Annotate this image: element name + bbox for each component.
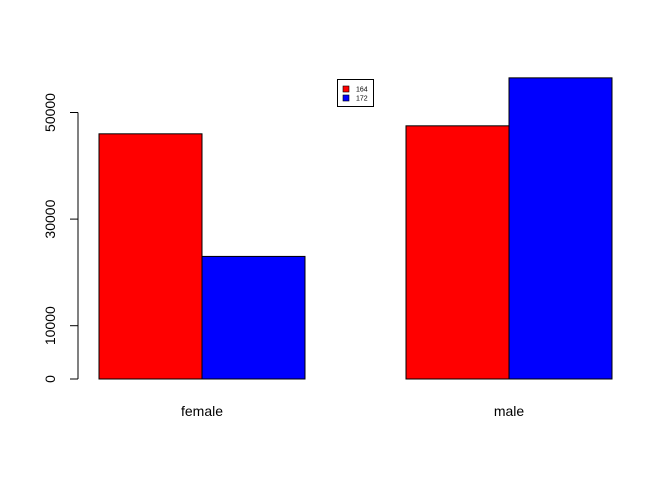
bars [98,77,613,380]
y-axis: 0 10000 30000 50000 [42,93,79,383]
bar-female-172 [201,255,306,380]
bar-male-164 [405,125,510,380]
bar-male-172 [508,77,613,380]
legend-swatch-172 [342,94,350,102]
legend-box [337,79,374,107]
bar-female-164 [98,133,203,380]
legend-label-172: 172 [356,96,368,103]
legend-label-164: 164 [356,87,368,94]
category-label-male: male [494,403,525,419]
legend-swatch-164 [342,85,350,93]
y-tick-label: 50000 [42,93,58,132]
y-tick-label: 0 [42,375,58,383]
category-label-female: female [181,403,223,419]
y-tick-label: 10000 [42,306,58,345]
category-labels: female male [181,403,524,419]
y-tick-label: 30000 [42,199,58,238]
